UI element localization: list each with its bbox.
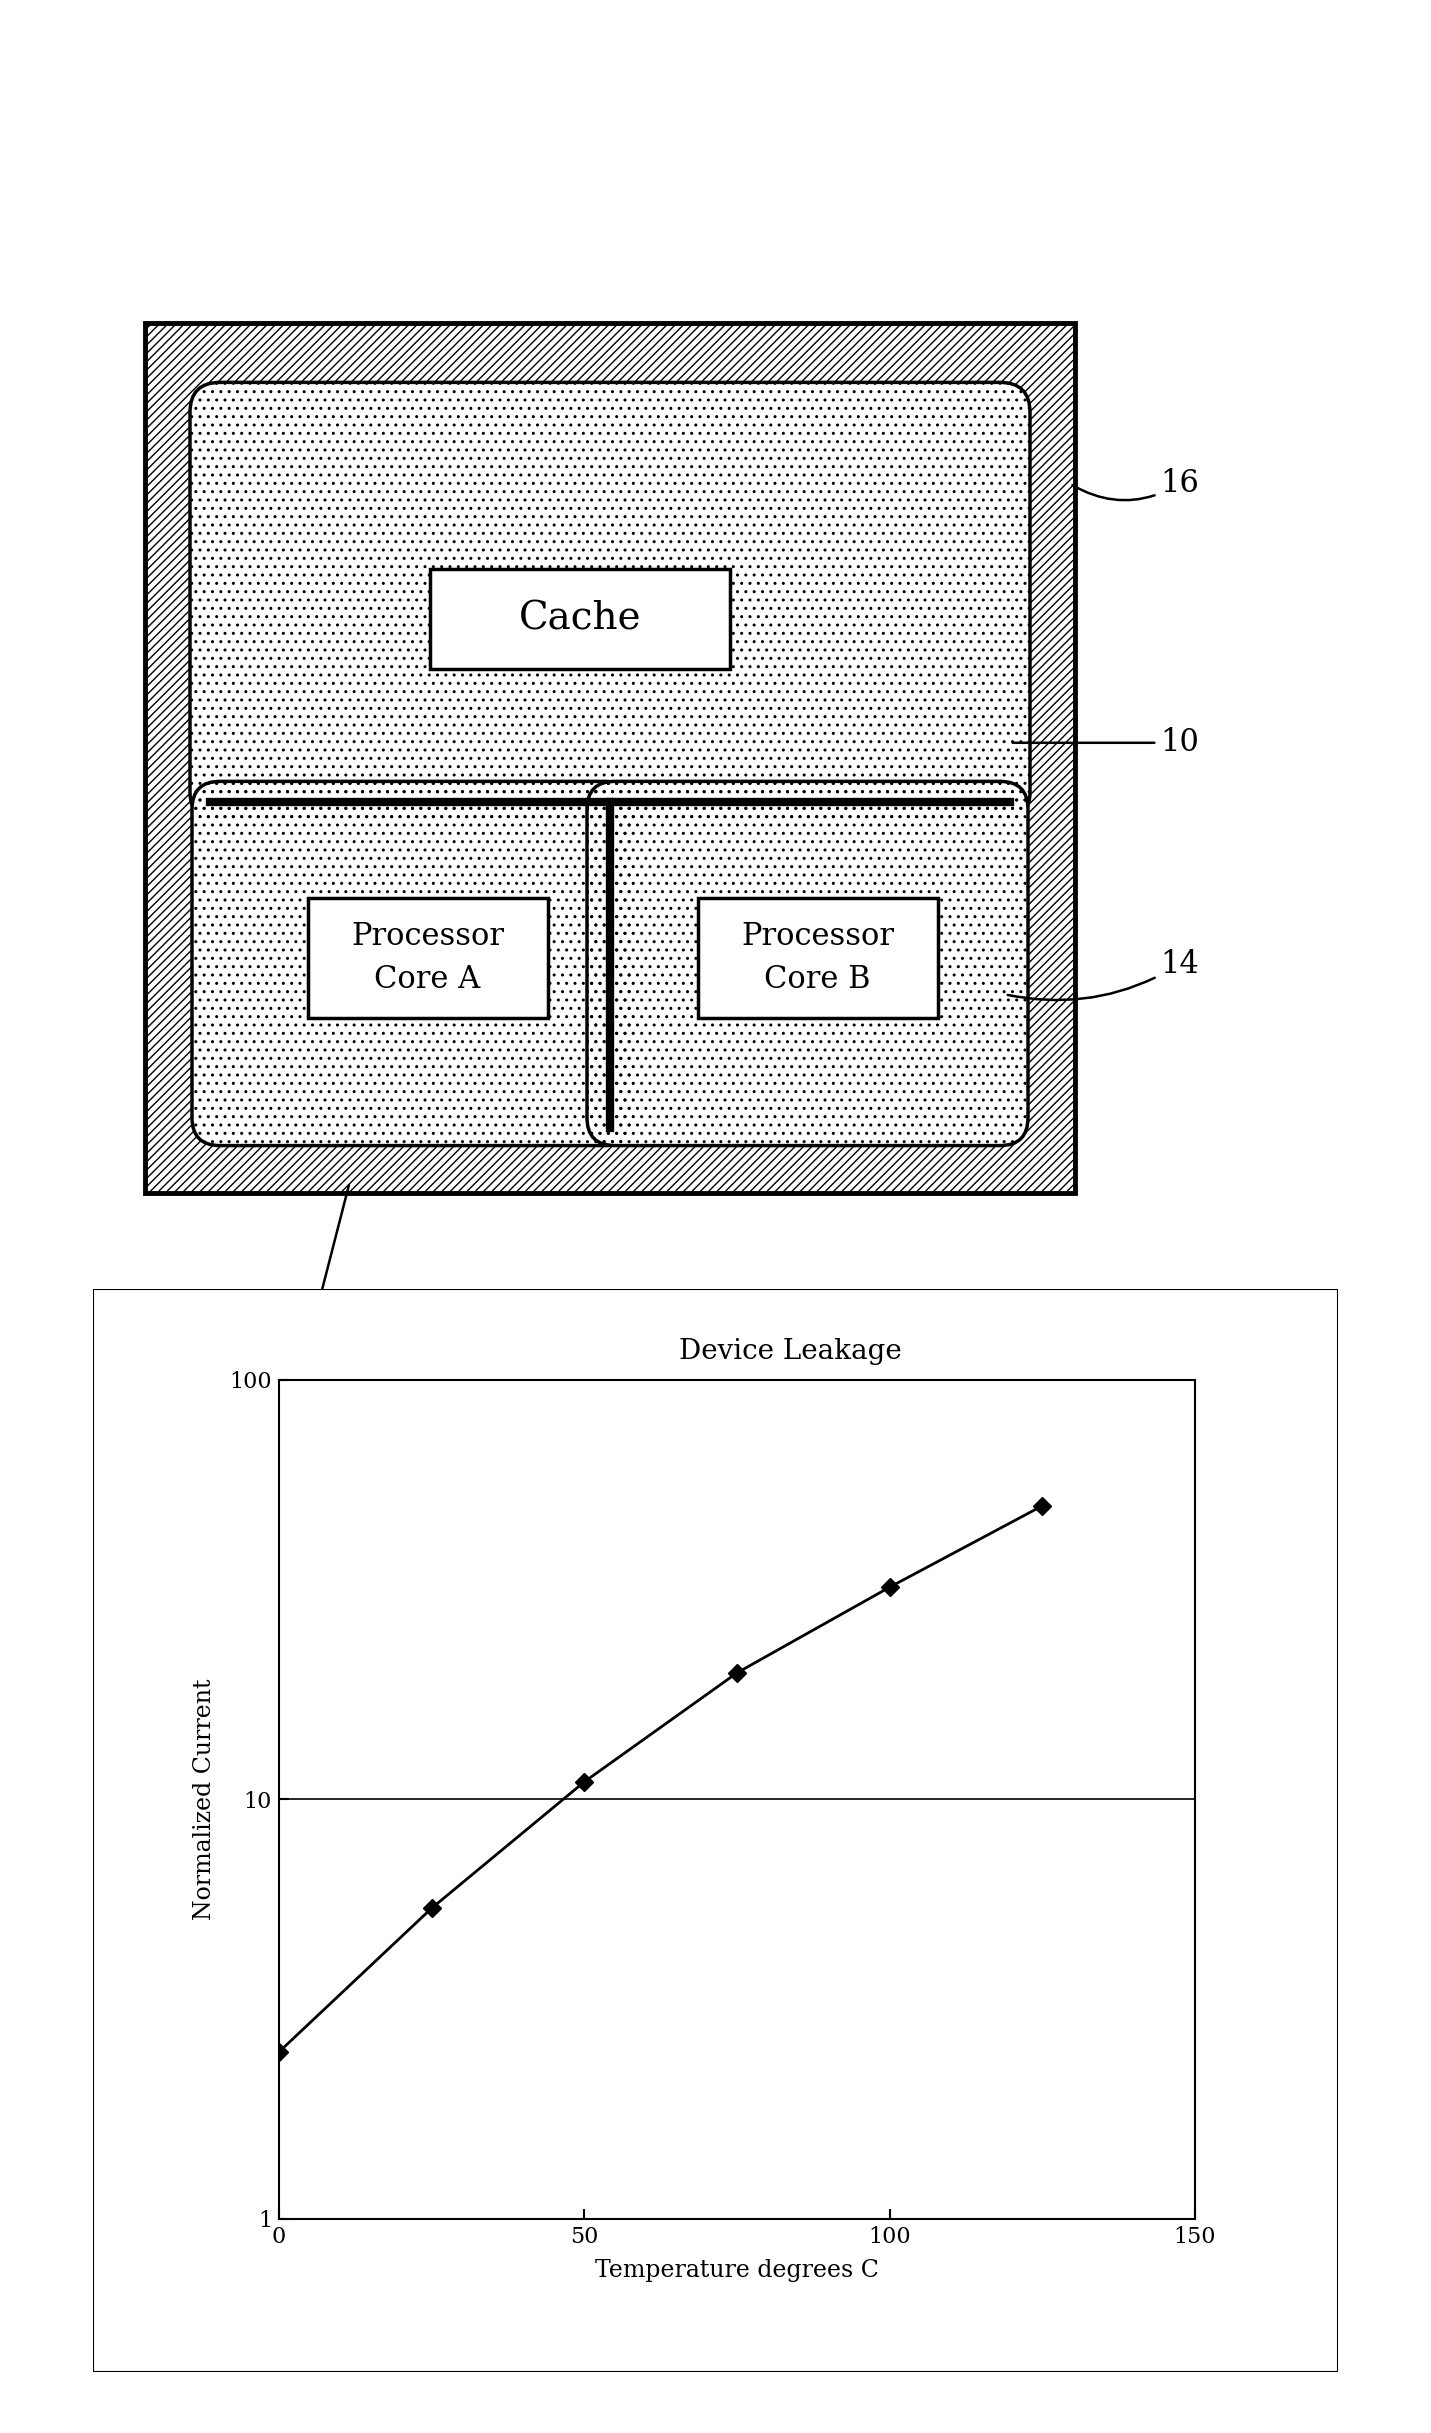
Y-axis label: Normalized Current: Normalized Current xyxy=(193,1679,216,1920)
Text: FIG. 1: FIG. 1 xyxy=(663,1302,897,1370)
Text: Device Leakage: Device Leakage xyxy=(678,1338,902,1365)
FancyBboxPatch shape xyxy=(190,382,1030,822)
Text: 10: 10 xyxy=(1013,727,1199,759)
Text: Processor
Core B: Processor Core B xyxy=(741,922,894,995)
FancyBboxPatch shape xyxy=(192,781,633,1146)
Bar xyxy=(308,898,548,1019)
Text: 12: 12 xyxy=(290,1185,349,1353)
Bar xyxy=(210,387,1010,1126)
Bar xyxy=(429,569,730,669)
Bar xyxy=(697,898,937,1019)
Bar xyxy=(145,324,1075,1192)
Text: (Prior Art): (Prior Art) xyxy=(627,1377,933,1433)
Text: Processor
Core A: Processor Core A xyxy=(351,922,504,995)
Bar xyxy=(145,324,1075,1192)
FancyBboxPatch shape xyxy=(587,781,1027,1146)
Text: 14: 14 xyxy=(1007,949,1199,1000)
Text: 16: 16 xyxy=(1072,467,1199,501)
X-axis label: Temperature degrees C: Temperature degrees C xyxy=(595,2258,879,2282)
Text: Cache: Cache xyxy=(518,601,641,637)
